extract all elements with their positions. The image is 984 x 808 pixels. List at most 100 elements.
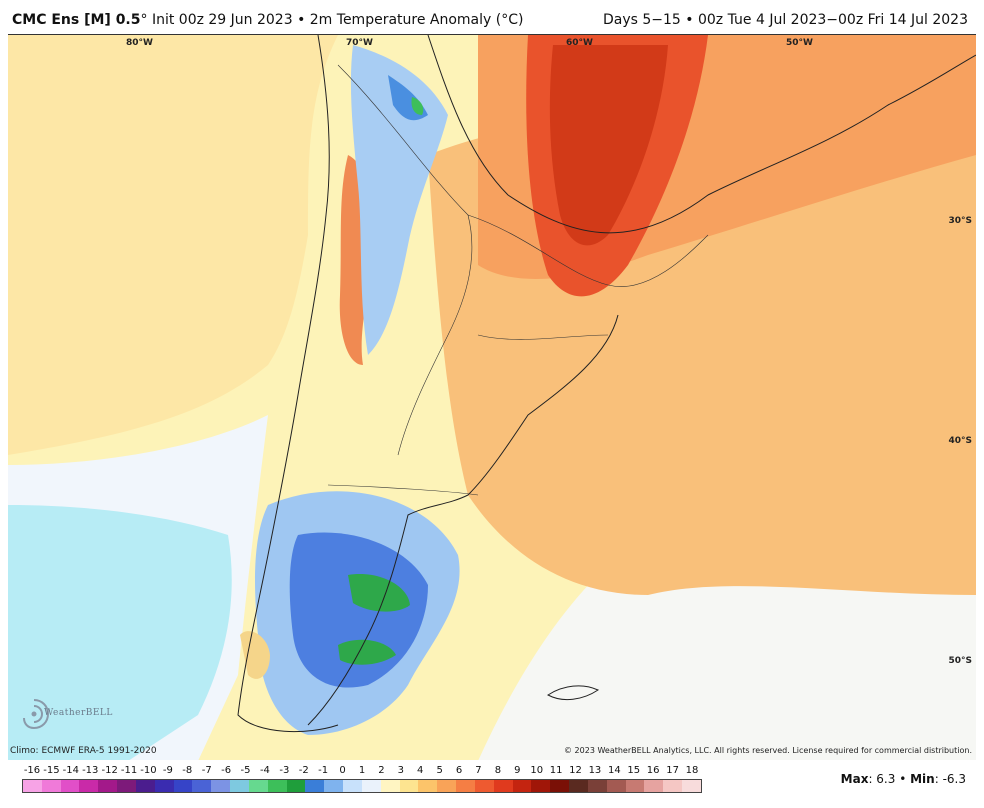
argentina-coastline <box>307 314 619 726</box>
northern-border <box>467 214 709 287</box>
scale-tick-label: -8 <box>182 765 193 776</box>
degree-symbol: ° <box>140 12 148 28</box>
logo-text: WeatherBELL <box>44 708 113 718</box>
max-value: 6.3 <box>876 772 896 786</box>
scale-tick-label: 4 <box>417 765 424 776</box>
patagonia-green-spot <box>348 574 410 612</box>
longitude-label: 60°W <box>566 38 593 48</box>
falkland-islands <box>547 685 600 701</box>
scale-swatch <box>192 780 212 792</box>
scale-tick-labels: -16 -15 -14 -13 -12 -11 -10 -9 -8 -7 -6 -5 -4 -3 -2 -1 0… <box>22 765 702 779</box>
scale-tick-label: -10 <box>140 765 157 776</box>
scale-tick-label: 6 <box>455 765 463 776</box>
min-value: -6.3 <box>942 772 966 786</box>
scale-tick-label: -5 <box>240 765 251 776</box>
andes-border <box>337 64 473 456</box>
min-label: Min <box>910 772 935 786</box>
scale-tick-label: -2 <box>298 765 309 776</box>
andes-warm-patch <box>240 631 270 679</box>
brazil-coastline <box>427 35 976 234</box>
scale-tick-label: 8 <box>494 765 502 776</box>
scale-swatch <box>305 780 325 792</box>
scale-swatch <box>418 780 438 792</box>
scale-swatch <box>173 780 193 792</box>
scale-tick-label: -6 <box>221 765 232 776</box>
scale-tick-label: 5 <box>436 765 443 776</box>
scale-swatch <box>474 780 494 792</box>
scale-tick-label: -4 <box>259 765 270 776</box>
scale-swatch <box>60 780 80 792</box>
model-name: CMC Ens [M] 0.5 <box>12 12 141 28</box>
scale-tick-label: -16 <box>23 765 41 776</box>
climatology-note: Climo: ECMWF ERA-5 1991-2020 <box>10 746 157 756</box>
scale-tick-label: -12 <box>101 765 118 776</box>
longitude-label: 50°W <box>786 38 813 48</box>
scale-tick-label: 7 <box>475 765 482 776</box>
copyright-notice: © 2023 WeatherBELL Analytics, LLC. All r… <box>564 746 972 755</box>
scale-swatch <box>79 780 99 792</box>
scale-swatch <box>230 780 249 792</box>
scale-tick-label: -14 <box>62 765 79 776</box>
scale-swatch <box>248 780 268 792</box>
max-label: Max <box>840 772 869 786</box>
latitude-label: 30°S <box>948 216 972 226</box>
color-scale <box>22 779 702 793</box>
scale-tick-label: 14 <box>607 765 621 776</box>
scale-tick-label: 16 <box>646 765 660 776</box>
valid-period: Days 5−15 • 00z Tue 4 Jul 2023−00z Fri 1… <box>602 12 968 28</box>
scale-swatch <box>625 780 645 792</box>
scale-tick-label: -11 <box>120 765 138 776</box>
scale-tick-label: -7 <box>201 765 212 776</box>
pacific-cool-region <box>8 505 232 760</box>
scale-tick-label: 17 <box>666 765 679 776</box>
scale-tick-label: 9 <box>514 765 521 776</box>
province-border <box>477 334 609 340</box>
scale-swatch <box>211 780 231 792</box>
scale-tick-label: -3 <box>279 765 290 776</box>
scale-swatch <box>267 780 287 792</box>
scale-tick-label: 3 <box>397 765 404 776</box>
scale-tick-label: 2 <box>378 765 385 776</box>
scale-tick-label: 0 <box>339 765 346 776</box>
scale-tick-label: 15 <box>627 765 641 776</box>
scale-swatch <box>361 780 381 792</box>
scale-swatch <box>456 780 475 792</box>
scale-tick-label: 10 <box>530 765 544 776</box>
longitude-label: 80°W <box>126 38 153 48</box>
anomaly-map <box>8 34 976 760</box>
scale-swatch <box>154 780 174 792</box>
scale-swatch <box>23 780 42 792</box>
max-min-readout: Max: 6.3 • Min: -6.3 <box>840 772 966 786</box>
scale-tick-label: 12 <box>569 765 582 776</box>
andes-cool-strip <box>350 45 448 355</box>
scale-swatch <box>531 780 551 792</box>
scale-tick-label: -1 <box>318 765 329 776</box>
scale-tick-label: 1 <box>358 765 366 776</box>
atlantic-neutral-region <box>478 569 976 760</box>
map-title: CMC Ens [M] 0.5° Init 00z 29 Jun 2023 • … <box>12 12 523 28</box>
scale-tick-label: -13 <box>82 765 99 776</box>
scale-swatch <box>663 780 682 792</box>
scale-tick-label: 18 <box>685 765 699 776</box>
scale-swatch <box>493 780 513 792</box>
pacific-warm-region <box>8 35 338 455</box>
scale-swatch <box>135 780 155 792</box>
weatherbell-logo: WeatherBELL <box>14 694 112 738</box>
scale-swatch <box>380 780 400 792</box>
scale-swatch <box>644 780 664 792</box>
andes-green-spot <box>411 97 424 115</box>
scale-swatch <box>117 780 136 792</box>
scale-swatch <box>343 780 362 792</box>
patagonia-green-spot-south <box>338 639 396 665</box>
scale-swatch <box>587 780 607 792</box>
scale-swatch <box>606 780 626 792</box>
title-bar: CMC Ens [M] 0.5° Init 00z 29 Jun 2023 • … <box>0 0 984 34</box>
map-canvas <box>8 35 976 760</box>
scale-swatch <box>512 780 532 792</box>
scale-swatch <box>681 780 701 792</box>
scale-swatch <box>98 780 118 792</box>
scale-swatch <box>399 780 419 792</box>
scale-swatch <box>286 780 306 792</box>
scale-swatch <box>550 780 570 792</box>
storm-swirl-icon <box>23 699 50 730</box>
